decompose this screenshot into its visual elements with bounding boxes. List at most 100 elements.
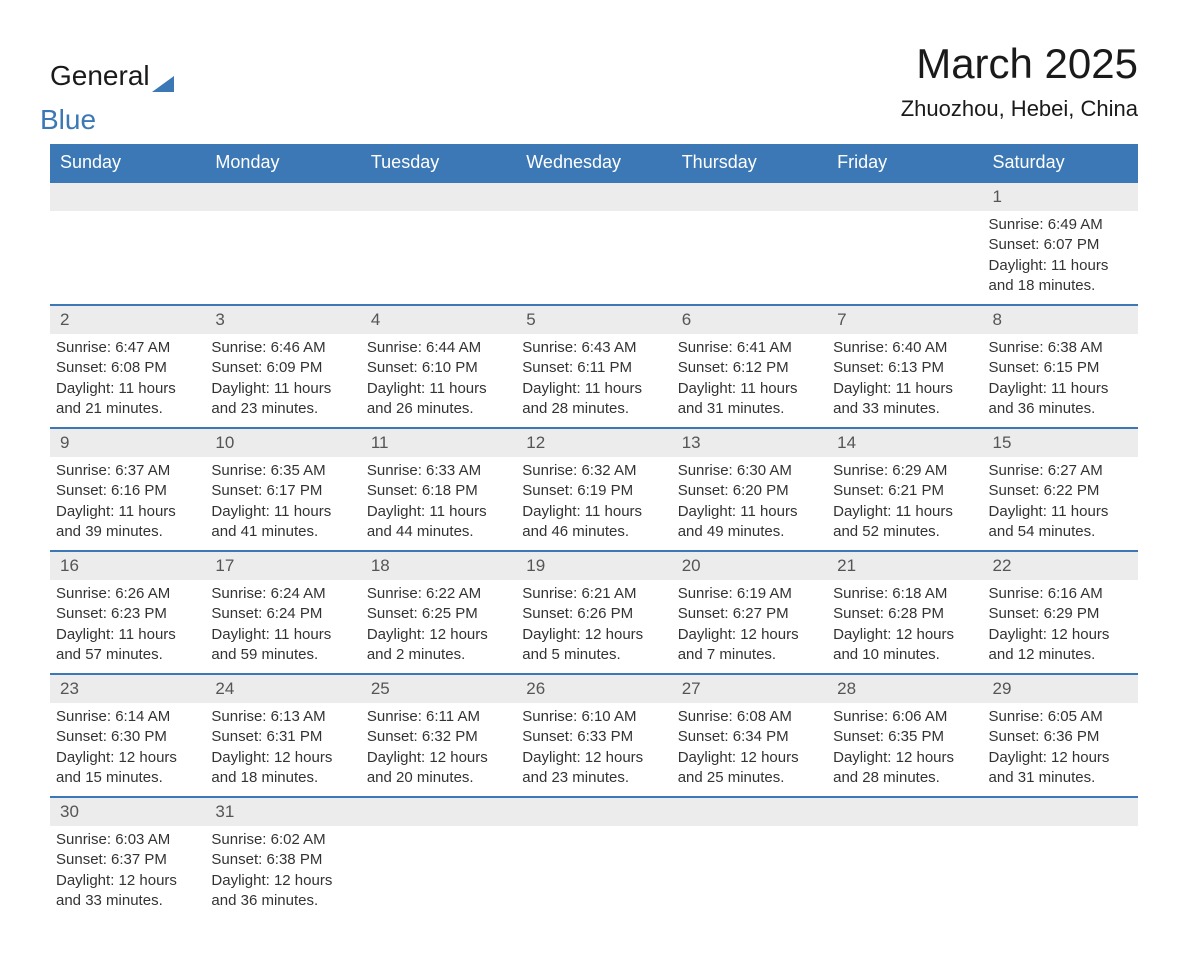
- weekday-thursday: Thursday: [672, 144, 827, 182]
- day-cell: 12Sunrise: 6:32 AMSunset: 6:19 PMDayligh…: [516, 428, 671, 551]
- day-cell: 7Sunrise: 6:40 AMSunset: 6:13 PMDaylight…: [827, 305, 982, 428]
- day-number: 17: [205, 552, 360, 580]
- day-number-blank: [516, 798, 671, 826]
- day-number: 21: [827, 552, 982, 580]
- weekday-friday: Friday: [827, 144, 982, 182]
- daylight-text-line2: and 7 minutes.: [678, 645, 821, 665]
- day-number: 23: [50, 675, 205, 703]
- day-number: 31: [205, 798, 360, 826]
- daylight-text-line1: Daylight: 11 hours: [211, 625, 354, 645]
- sunset-text: Sunset: 6:29 PM: [989, 604, 1132, 624]
- daylight-text-line2: and 33 minutes.: [833, 399, 976, 419]
- sunset-text: Sunset: 6:30 PM: [56, 727, 199, 747]
- weekday-header-row: Sunday Monday Tuesday Wednesday Thursday…: [50, 144, 1138, 182]
- day-cell: 13Sunrise: 6:30 AMSunset: 6:20 PMDayligh…: [672, 428, 827, 551]
- day-content-blank: [672, 826, 827, 896]
- day-content: Sunrise: 6:27 AMSunset: 6:22 PMDaylight:…: [983, 457, 1138, 550]
- day-content: Sunrise: 6:21 AMSunset: 6:26 PMDaylight:…: [516, 580, 671, 673]
- daylight-text-line2: and 46 minutes.: [522, 522, 665, 542]
- sunset-text: Sunset: 6:11 PM: [522, 358, 665, 378]
- day-cell: 25Sunrise: 6:11 AMSunset: 6:32 PMDayligh…: [361, 674, 516, 797]
- daylight-text-line2: and 28 minutes.: [833, 768, 976, 788]
- day-cell: 9Sunrise: 6:37 AMSunset: 6:16 PMDaylight…: [50, 428, 205, 551]
- day-number: 20: [672, 552, 827, 580]
- sunrise-text: Sunrise: 6:26 AM: [56, 584, 199, 604]
- daylight-text-line2: and 18 minutes.: [211, 768, 354, 788]
- sunrise-text: Sunrise: 6:47 AM: [56, 338, 199, 358]
- daylight-text-line1: Daylight: 12 hours: [522, 748, 665, 768]
- sunrise-text: Sunrise: 6:49 AM: [989, 215, 1132, 235]
- day-cell: [983, 797, 1138, 919]
- daylight-text-line2: and 21 minutes.: [56, 399, 199, 419]
- day-content-blank: [827, 211, 982, 281]
- daylight-text-line2: and 26 minutes.: [367, 399, 510, 419]
- sunset-text: Sunset: 6:25 PM: [367, 604, 510, 624]
- sunrise-text: Sunrise: 6:08 AM: [678, 707, 821, 727]
- day-number: 2: [50, 306, 205, 334]
- logo: General Blue: [50, 60, 174, 124]
- sunset-text: Sunset: 6:33 PM: [522, 727, 665, 747]
- daylight-text-line2: and 31 minutes.: [989, 768, 1132, 788]
- sunset-text: Sunset: 6:20 PM: [678, 481, 821, 501]
- day-content: Sunrise: 6:19 AMSunset: 6:27 PMDaylight:…: [672, 580, 827, 673]
- day-number: 12: [516, 429, 671, 457]
- document-header: General Blue March 2025 Zhuozhou, Hebei,…: [50, 40, 1138, 124]
- sunset-text: Sunset: 6:15 PM: [989, 358, 1132, 378]
- day-number: 13: [672, 429, 827, 457]
- daylight-text-line1: Daylight: 12 hours: [522, 625, 665, 645]
- day-number-blank: [361, 798, 516, 826]
- sunset-text: Sunset: 6:16 PM: [56, 481, 199, 501]
- day-content: Sunrise: 6:18 AMSunset: 6:28 PMDaylight:…: [827, 580, 982, 673]
- sunset-text: Sunset: 6:38 PM: [211, 850, 354, 870]
- sunrise-text: Sunrise: 6:30 AM: [678, 461, 821, 481]
- day-cell: [672, 797, 827, 919]
- day-cell: 23Sunrise: 6:14 AMSunset: 6:30 PMDayligh…: [50, 674, 205, 797]
- day-content: Sunrise: 6:49 AMSunset: 6:07 PMDaylight:…: [983, 211, 1138, 304]
- daylight-text-line2: and 41 minutes.: [211, 522, 354, 542]
- daylight-text-line1: Daylight: 12 hours: [989, 748, 1132, 768]
- header-right: March 2025 Zhuozhou, Hebei, China: [901, 40, 1138, 122]
- sunset-text: Sunset: 6:17 PM: [211, 481, 354, 501]
- sunrise-text: Sunrise: 6:32 AM: [522, 461, 665, 481]
- calendar-week-row: 9Sunrise: 6:37 AMSunset: 6:16 PMDaylight…: [50, 428, 1138, 551]
- daylight-text-line1: Daylight: 11 hours: [833, 379, 976, 399]
- day-cell: 22Sunrise: 6:16 AMSunset: 6:29 PMDayligh…: [983, 551, 1138, 674]
- day-content: Sunrise: 6:46 AMSunset: 6:09 PMDaylight:…: [205, 334, 360, 427]
- daylight-text-line1: Daylight: 12 hours: [56, 748, 199, 768]
- sunset-text: Sunset: 6:18 PM: [367, 481, 510, 501]
- day-number-blank: [672, 183, 827, 211]
- day-number: 27: [672, 675, 827, 703]
- day-cell: 1Sunrise: 6:49 AMSunset: 6:07 PMDaylight…: [983, 182, 1138, 305]
- day-number: 28: [827, 675, 982, 703]
- day-number-blank: [672, 798, 827, 826]
- calendar-week-row: 2Sunrise: 6:47 AMSunset: 6:08 PMDaylight…: [50, 305, 1138, 428]
- daylight-text-line2: and 12 minutes.: [989, 645, 1132, 665]
- day-content: Sunrise: 6:37 AMSunset: 6:16 PMDaylight:…: [50, 457, 205, 550]
- daylight-text-line1: Daylight: 11 hours: [522, 379, 665, 399]
- day-number: 25: [361, 675, 516, 703]
- day-number: 3: [205, 306, 360, 334]
- sunrise-text: Sunrise: 6:11 AM: [367, 707, 510, 727]
- sunset-text: Sunset: 6:21 PM: [833, 481, 976, 501]
- day-cell: [827, 182, 982, 305]
- day-number: 29: [983, 675, 1138, 703]
- day-content: Sunrise: 6:24 AMSunset: 6:24 PMDaylight:…: [205, 580, 360, 673]
- weekday-tuesday: Tuesday: [361, 144, 516, 182]
- day-content: Sunrise: 6:33 AMSunset: 6:18 PMDaylight:…: [361, 457, 516, 550]
- calendar-week-row: 1Sunrise: 6:49 AMSunset: 6:07 PMDaylight…: [50, 182, 1138, 305]
- day-cell: [50, 182, 205, 305]
- day-number: 26: [516, 675, 671, 703]
- daylight-text-line2: and 23 minutes.: [522, 768, 665, 788]
- daylight-text-line1: Daylight: 11 hours: [989, 502, 1132, 522]
- day-content: Sunrise: 6:11 AMSunset: 6:32 PMDaylight:…: [361, 703, 516, 796]
- sunrise-text: Sunrise: 6:06 AM: [833, 707, 976, 727]
- day-content-blank: [516, 826, 671, 896]
- day-content: Sunrise: 6:14 AMSunset: 6:30 PMDaylight:…: [50, 703, 205, 796]
- daylight-text-line1: Daylight: 12 hours: [678, 748, 821, 768]
- daylight-text-line1: Daylight: 12 hours: [833, 748, 976, 768]
- day-content: Sunrise: 6:40 AMSunset: 6:13 PMDaylight:…: [827, 334, 982, 427]
- day-cell: 30Sunrise: 6:03 AMSunset: 6:37 PMDayligh…: [50, 797, 205, 919]
- day-number: 15: [983, 429, 1138, 457]
- daylight-text-line1: Daylight: 11 hours: [211, 379, 354, 399]
- daylight-text-line1: Daylight: 12 hours: [989, 625, 1132, 645]
